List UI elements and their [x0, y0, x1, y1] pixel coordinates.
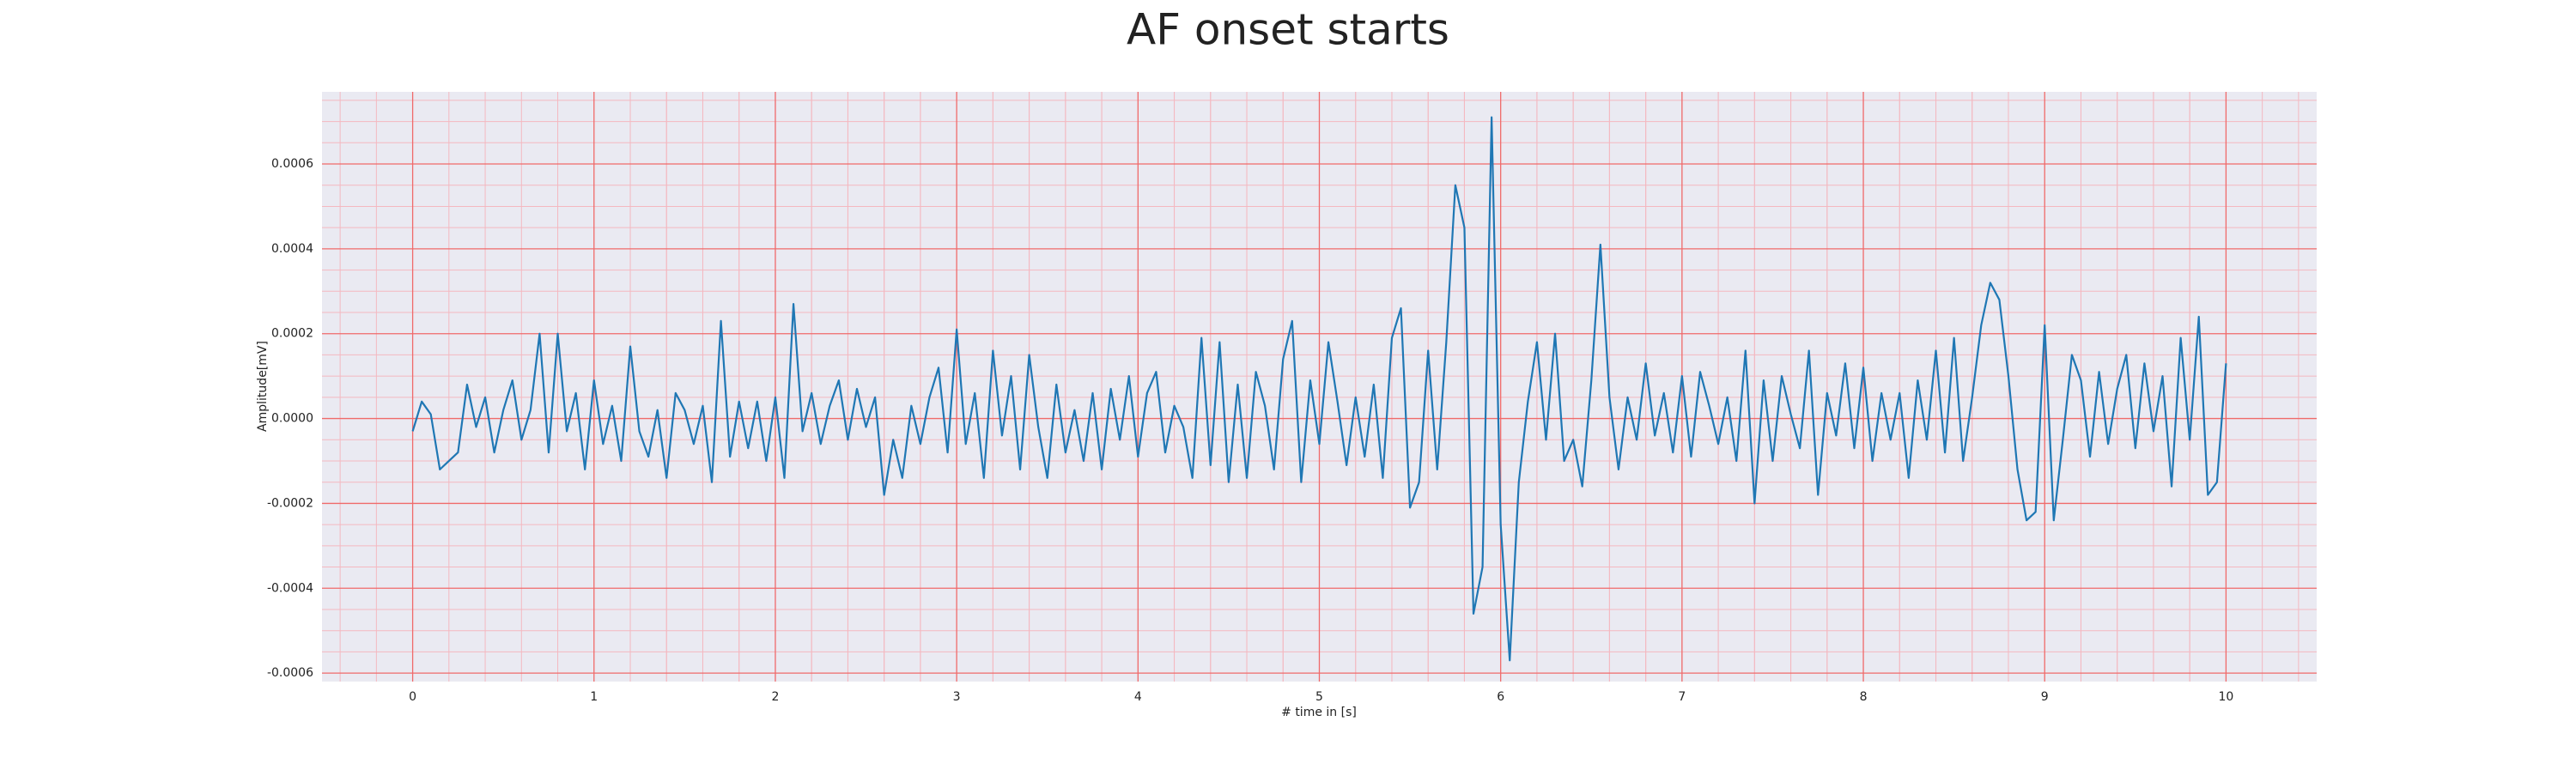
y-tick-label: 0.0000: [271, 412, 313, 426]
x-tick-label: 4: [1134, 690, 1142, 704]
y-axis-label: Amplitude[mV]: [256, 341, 270, 432]
y-tick-label: -0.0004: [267, 581, 313, 595]
y-tick-label: -0.0002: [267, 496, 313, 510]
x-tick-label: 10: [2218, 690, 2233, 704]
signal-line: [411, 116, 2227, 662]
x-tick-label: 5: [1315, 690, 1323, 704]
x-tick-label: 8: [1860, 690, 1868, 704]
x-tick-label: 3: [953, 690, 961, 704]
x-tick-label: 9: [2041, 690, 2049, 704]
x-tick-label: 7: [1678, 690, 1686, 704]
x-tick-label: 2: [771, 690, 779, 704]
x-tick-label: 0: [409, 690, 416, 704]
y-tick-label: 0.0004: [271, 242, 313, 256]
x-tick-label: 6: [1497, 690, 1504, 704]
y-tick-label: -0.0006: [267, 666, 313, 680]
x-tick-label: 1: [590, 690, 598, 704]
chart-title: AF onset starts: [1127, 5, 1449, 55]
x-axis-label: # time in [s]: [1281, 706, 1357, 719]
y-tick-label: 0.0006: [271, 157, 313, 171]
y-tick-label: 0.0002: [271, 327, 313, 341]
